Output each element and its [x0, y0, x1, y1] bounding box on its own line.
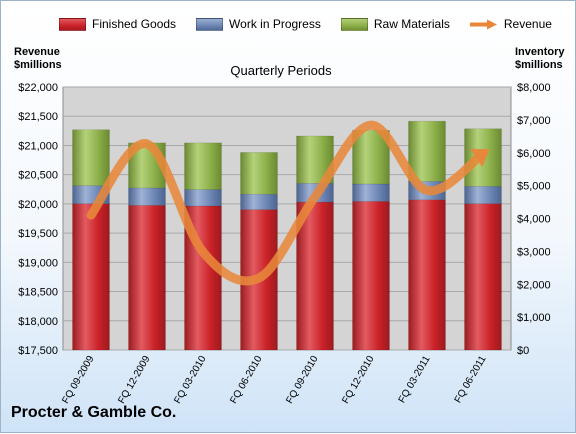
legend-item-finished-goods: Finished Goods: [59, 17, 176, 31]
right-tick-label: $4,000: [517, 214, 551, 226]
right-tick-label: $1,000: [517, 312, 551, 324]
category-label: FQ 09-2009: [60, 354, 96, 406]
left-axis-title-line1: Revenue: [14, 46, 60, 58]
category-label: FQ 03-2011: [397, 354, 433, 405]
legend-label-work-in-progress: Work in Progress: [229, 17, 321, 31]
bar-raw-materials: [72, 129, 110, 186]
bar-work-in-progress: [352, 183, 390, 202]
legend-swatch-revenue: [469, 19, 497, 29]
left-tick-label: $19,500: [18, 228, 58, 240]
category-label: FQ 03-2010: [172, 354, 208, 406]
left-tick-label: $17,500: [18, 345, 58, 357]
legend-label-finished-goods: Finished Goods: [92, 17, 177, 31]
legend-swatch-finished-goods: [59, 17, 86, 31]
revenue-line: [86, 120, 488, 286]
right-axis-title-line1: Inventory: [515, 46, 565, 58]
bar-finished-goods: [296, 201, 334, 351]
legend-item-revenue: Revenue: [469, 17, 552, 31]
bar-work-in-progress: [184, 189, 222, 207]
legend: Finished Goods Work in Progress Raw Mate…: [59, 15, 572, 33]
right-tick-label: $7,000: [517, 115, 551, 127]
right-axis-title-line2: $millions: [515, 59, 563, 71]
right-tick-label: $8,000: [517, 82, 551, 94]
right-axis-title: Inventory $millions: [515, 46, 565, 72]
left-axis-title: Revenue $millions: [14, 46, 62, 72]
bar-finished-goods: [408, 199, 446, 351]
left-tick-label: $21,000: [18, 140, 58, 152]
left-tick-label: $18,500: [18, 287, 58, 299]
left-tick-label: $20,500: [18, 170, 58, 182]
left-tick-label: $18,000: [18, 316, 58, 328]
category-label: FQ 12-2009: [116, 354, 152, 406]
bar-raw-materials: [408, 120, 446, 182]
bar-finished-goods: [128, 205, 166, 351]
legend-label-revenue: Revenue: [503, 17, 552, 31]
revenue-arrowhead: [470, 148, 490, 168]
right-tick-label: $3,000: [517, 246, 551, 258]
bar-work-in-progress: [464, 185, 502, 205]
legend-label-raw-materials: Raw Materials: [373, 17, 450, 31]
right-tick-label: $2,000: [517, 279, 551, 291]
left-tick-label: $21,500: [18, 111, 58, 123]
legend-swatch-raw-materials: [340, 17, 368, 31]
legend-swatch-work-in-progress: [196, 17, 224, 31]
bar-raw-materials: [240, 152, 278, 195]
left-tick-label: $19,000: [18, 257, 58, 269]
left-axis-title-line2: $millions: [14, 59, 62, 71]
left-tick-label: $22,000: [18, 82, 58, 94]
bar-finished-goods: [72, 203, 110, 351]
category-label: FQ 06-2011: [453, 354, 489, 405]
bar-work-in-progress: [240, 193, 278, 210]
legend-item-work-in-progress: Work in Progress: [196, 17, 321, 31]
bar-finished-goods: [464, 203, 502, 351]
bar-finished-goods: [352, 201, 390, 351]
bar-raw-materials: [184, 142, 222, 190]
right-tick-label: $6,000: [517, 148, 551, 160]
category-label: FQ 06-2010: [228, 354, 264, 406]
left-tick-label: $20,000: [18, 199, 58, 211]
right-tick-label: $5,000: [517, 181, 551, 193]
category-label: FQ 09-2010: [284, 354, 320, 406]
legend-item-raw-materials: Raw Materials: [340, 17, 450, 31]
company-name: Procter & Gamble Co.: [11, 404, 177, 421]
category-label: FQ 12-2010: [340, 354, 376, 406]
chart-title: Quarterly Periods: [230, 63, 332, 78]
bar-work-in-progress: [128, 187, 166, 206]
right-tick-label: $0: [517, 345, 529, 357]
